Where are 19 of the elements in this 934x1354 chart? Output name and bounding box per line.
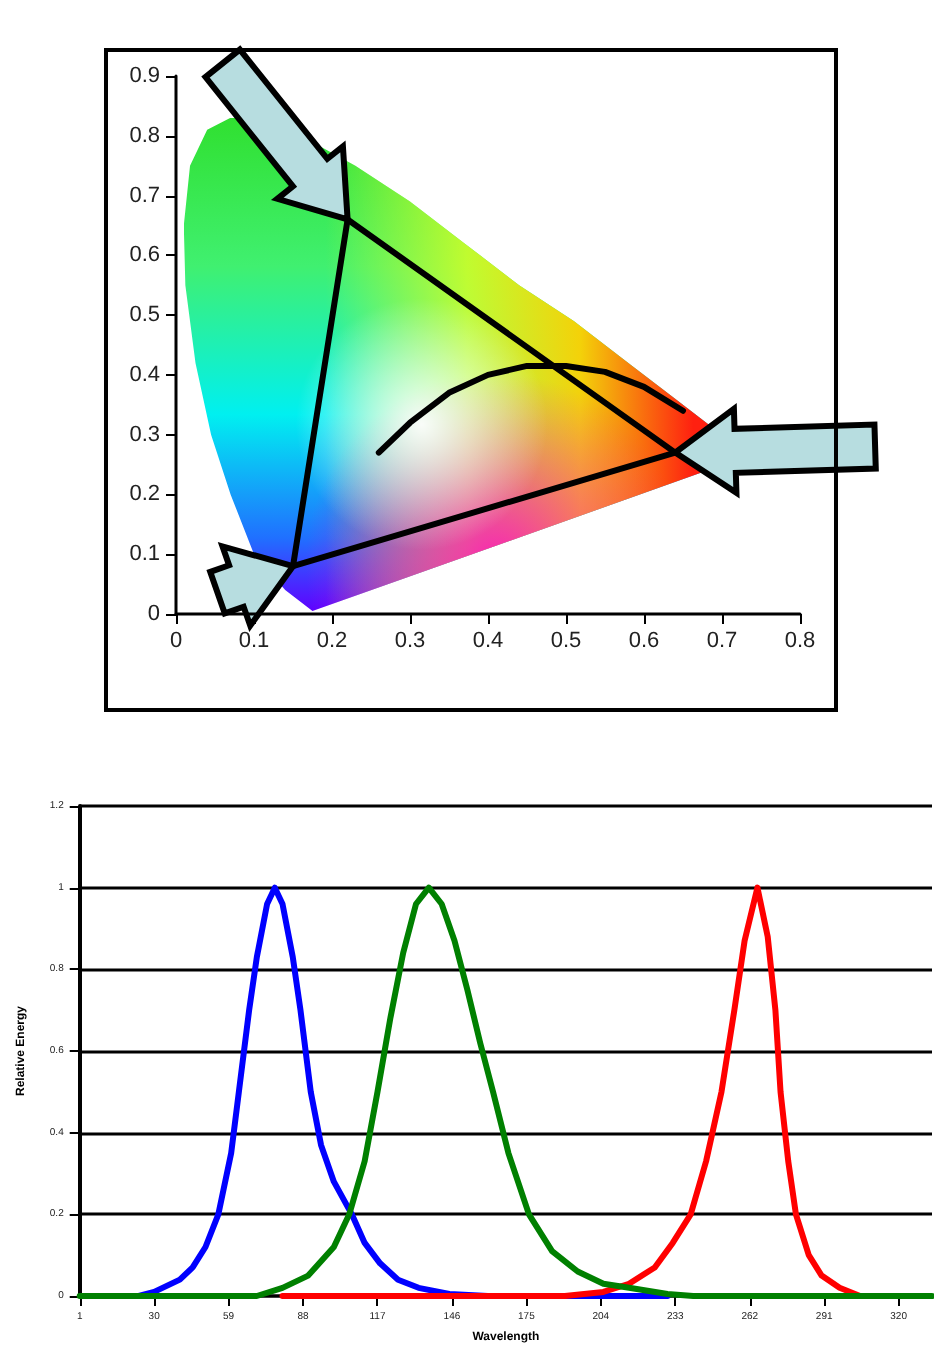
x-tick-label: 0.1: [238, 629, 270, 653]
x-tick-label: 0.3: [394, 629, 426, 653]
x-tick-label: 0.7: [706, 629, 738, 653]
y-tick-label: 0.5: [129, 303, 160, 328]
x-tick-label: 0.8: [784, 629, 816, 653]
y-tick-label: 0.7: [129, 183, 160, 208]
y-tick-label: 0.1: [129, 542, 160, 567]
y-tick-label: 0.3: [129, 422, 160, 447]
x-tick-label: 0: [169, 629, 183, 653]
y-tick-label: 0.8: [129, 123, 160, 148]
y-tick-label: 0.4: [129, 362, 160, 387]
x-tick-label: 0.5: [550, 629, 582, 653]
y-tick-label: 0.2: [129, 482, 160, 507]
y-tick-label: 0: [147, 602, 160, 626]
y-tick-label: 0.6: [129, 243, 160, 268]
x-tick-label: 0.6: [628, 629, 660, 653]
x-tick-label: 0.2: [316, 629, 348, 653]
x-tick-label: 0.4: [472, 629, 504, 653]
y-tick-label: 0.9: [129, 64, 160, 88]
